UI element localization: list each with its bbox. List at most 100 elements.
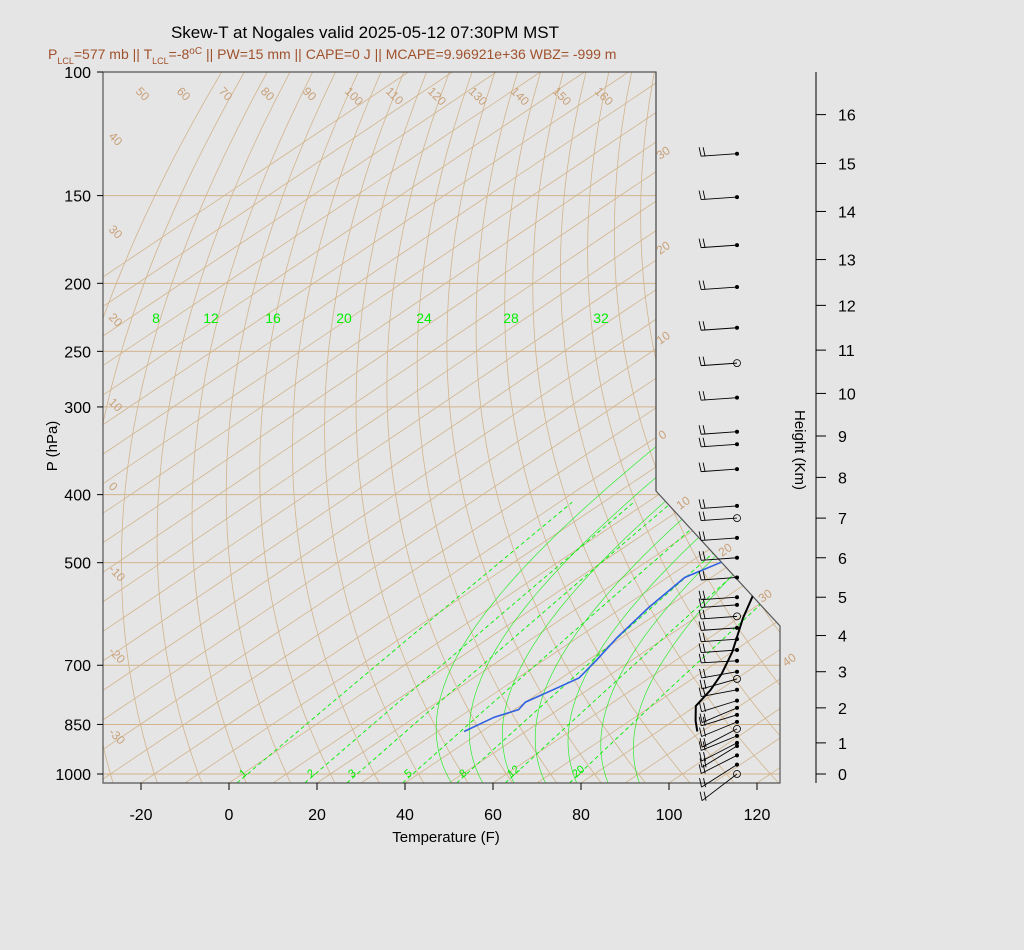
dry-adiabat xyxy=(225,72,336,783)
isotherm-line xyxy=(103,72,497,783)
wind-barb-flag xyxy=(702,511,706,521)
isotherm-line xyxy=(103,72,761,783)
isotherm-line xyxy=(103,72,585,783)
wind-barb-flag xyxy=(698,280,702,290)
subtitle-t-lcl-value: -8 xyxy=(177,46,190,62)
wind-barb-flag xyxy=(702,425,706,435)
chart-subtitle: PLCL=577 mb || TLCL=-8oC || PW=15 mm || … xyxy=(48,46,616,67)
wind-barb-flag xyxy=(703,791,707,801)
wind-barb-shaft xyxy=(701,745,738,768)
p-tick-label: 400 xyxy=(64,488,91,505)
plot-outline xyxy=(102,71,781,784)
wind-barb-flag xyxy=(698,425,702,435)
isotherm-line xyxy=(977,72,1024,783)
wind-barb-flag xyxy=(699,752,702,762)
wetbulb-label: 16 xyxy=(265,310,281,326)
wind-barb-flag xyxy=(698,391,702,401)
x-tick-label: 120 xyxy=(744,807,771,824)
wind-barb-flag xyxy=(699,778,702,788)
height-tick-label: 7 xyxy=(838,511,847,528)
wind-barb-flag xyxy=(698,511,702,521)
isotherm-line xyxy=(103,72,453,783)
dry-adiabat xyxy=(587,72,780,783)
wind-barb-flag xyxy=(702,687,706,697)
isotherm-line xyxy=(536,72,780,783)
height-tick-label: 3 xyxy=(838,665,847,682)
mixing-ratio-line xyxy=(402,501,723,783)
axes-layer: -20 0 20 40 60 80 100 1201001502002503004005007… xyxy=(55,65,855,824)
wind-barb-flag xyxy=(698,190,702,200)
wind-barb-flag xyxy=(702,590,706,600)
wind-barb-flag xyxy=(702,462,706,472)
wind-barb-flag xyxy=(702,437,706,447)
isotherm-line xyxy=(889,72,1024,783)
wind-barb-flag xyxy=(698,653,702,663)
wind-barb-shaft xyxy=(701,505,738,509)
isotherm-line xyxy=(184,72,780,783)
mixing-ratio-line xyxy=(456,501,772,783)
mixing-ratio-label: 20 xyxy=(570,763,587,780)
dry-adiabat xyxy=(475,72,651,783)
wind-barb-shaft xyxy=(701,362,738,367)
wind-barb-shaft xyxy=(701,397,738,401)
wind-barb-flag xyxy=(698,462,702,472)
p-tick-label: 200 xyxy=(64,276,91,293)
dry-adiabat xyxy=(640,72,780,783)
wind-barb-shaft xyxy=(701,678,738,690)
wind-barb-flag xyxy=(699,668,702,679)
wind-barb-flag xyxy=(702,499,706,509)
wind-barb-flag xyxy=(703,727,706,737)
height-tick-label: 4 xyxy=(838,629,847,646)
p-tick-label: 500 xyxy=(64,556,91,573)
wind-barb-flag xyxy=(698,643,702,653)
wind-barb-shaft xyxy=(701,615,738,620)
p-tick-label: 250 xyxy=(64,344,91,361)
wind-barb-shaft xyxy=(701,714,738,727)
isotherm-label-left: -30 xyxy=(106,725,128,747)
wind-barb-flag xyxy=(699,679,703,689)
wind-barb-flag xyxy=(698,598,702,608)
wind-barb-shaft xyxy=(701,735,738,751)
height-tick-label: 1 xyxy=(838,736,847,753)
p-tick-label: 100 xyxy=(64,65,91,82)
subtitle-p-lcl-sub: LCL xyxy=(57,56,74,66)
wind-barb-shaft xyxy=(700,754,738,774)
isotherm-label-right: 10 xyxy=(674,493,693,512)
height-axis-label: Height (Km) xyxy=(791,410,808,490)
wind-barb-shaft xyxy=(701,671,738,679)
wind-barb-flag xyxy=(702,632,706,642)
x-tick-label: 80 xyxy=(572,807,590,824)
p-tick-label: 700 xyxy=(64,658,91,675)
wind-barb-shaft xyxy=(701,431,738,435)
isotherm-line xyxy=(580,72,780,783)
x-tick-label: 60 xyxy=(484,807,502,824)
wind-barb-flag xyxy=(702,621,706,631)
isotherm-line xyxy=(103,72,780,783)
mixing-ratio-line xyxy=(346,501,673,783)
wind-barb-shaft xyxy=(701,468,738,473)
wind-barb-flag xyxy=(702,238,706,248)
dry-adiabat xyxy=(103,72,245,783)
p-tick-label: 150 xyxy=(64,189,91,206)
p-tick-label: 1000 xyxy=(55,767,91,784)
wind-barb-flag xyxy=(698,499,702,509)
wind-barb-shaft xyxy=(701,577,738,581)
height-tick-label: 13 xyxy=(838,253,856,270)
isotherm-line xyxy=(103,72,717,783)
moist-adiabat xyxy=(501,325,780,783)
isotherm-label-top: 100 xyxy=(342,84,366,108)
dry-adiabat xyxy=(156,72,291,783)
isotherm-label-right: 0 xyxy=(656,427,670,442)
wind-barb-flag xyxy=(703,738,707,748)
mixing-ratio-line xyxy=(504,501,780,783)
wind-barb-flag xyxy=(699,791,703,801)
isotherm-label-top: 90 xyxy=(300,84,320,104)
isotherm-label-top: 110 xyxy=(383,84,407,108)
isotherm-label-left: -20 xyxy=(106,644,128,666)
isotherm-line xyxy=(103,72,409,783)
wind-barb-shaft xyxy=(701,764,738,788)
wind-barb-shaft xyxy=(701,557,738,561)
isotherm-line xyxy=(103,72,629,783)
isotherm-label-left: 40 xyxy=(106,129,126,149)
wind-barb-flag xyxy=(702,190,706,200)
